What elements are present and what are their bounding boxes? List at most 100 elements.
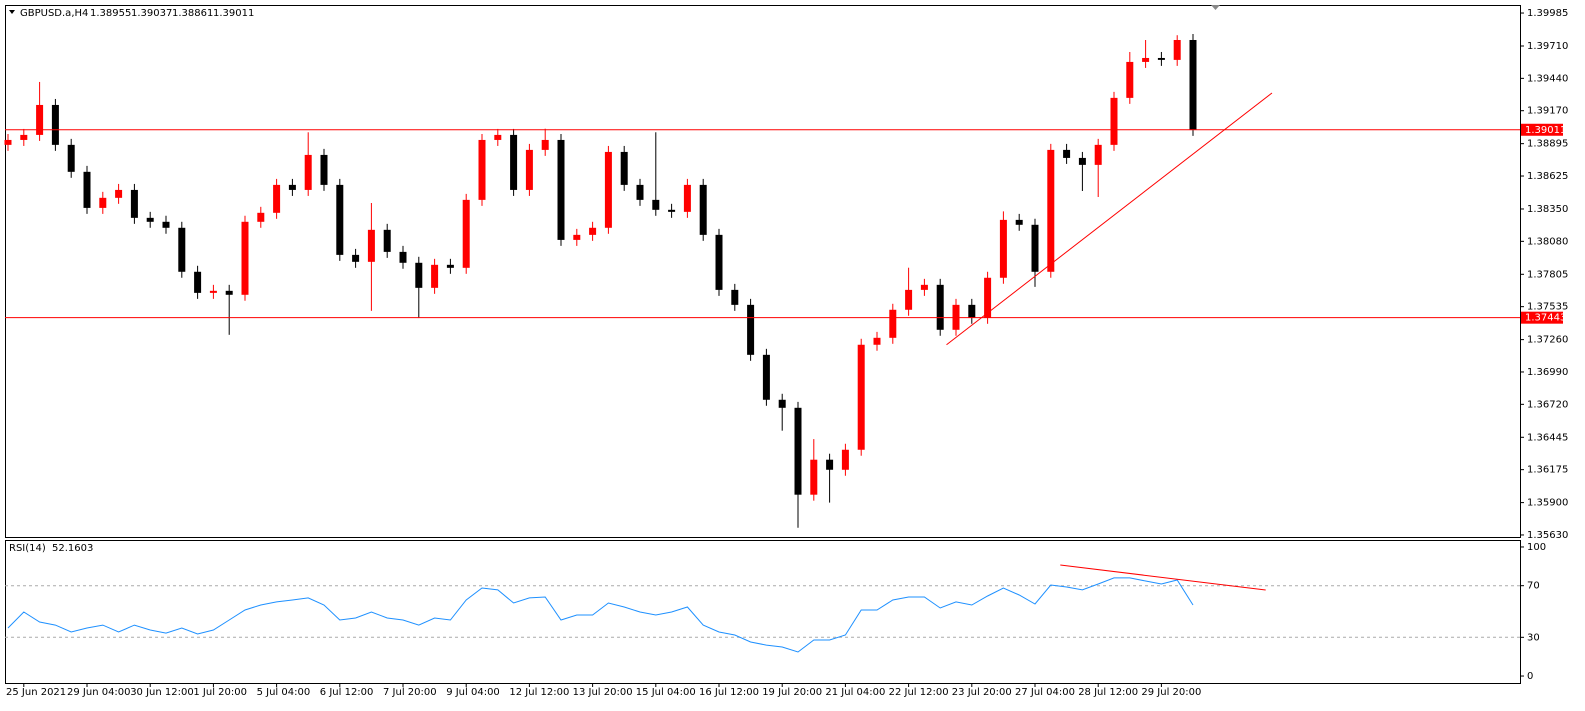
x-tick-label: 28 Jul 12:00 [1078,687,1138,698]
x-tick-label: 27 Jul 04:00 [1015,687,1075,698]
x-tick-label: 30 Jun 12:00 [130,687,194,698]
candle-body [36,104,44,135]
candle-body [747,304,755,355]
candle-body [146,217,154,222]
candle-body [1094,144,1102,165]
candle-body [51,104,59,145]
candle-body [873,337,881,345]
y-tick-label: 1.36175 [1527,465,1568,476]
candle-body [194,271,202,293]
header-low: 1.38861 [172,8,213,19]
x-tick-label: 22 Jul 12:00 [889,687,949,698]
candle-body [889,309,897,338]
candle-body [241,221,249,295]
symbol-title: GBPUSD.a,H4 [20,8,88,19]
y-tick-label: 1.35630 [1527,530,1568,541]
y-tick-label: 1.38625 [1527,171,1568,182]
candle-body [367,229,375,262]
candle-body [446,264,454,268]
y-tick-label: 1.39170 [1527,106,1568,117]
candle-body [620,151,628,185]
level-label: 1.39011 [1525,125,1566,136]
header-close: 1.39011 [213,8,254,19]
y-tick-label: 1.38080 [1527,236,1568,247]
y-tick-label: 1.39710 [1527,41,1568,52]
candle-body [699,184,707,235]
candle-body [778,399,786,408]
x-tick-label: 1 Jul 20:00 [193,687,247,698]
x-tick-label: 29 Jul 20:00 [1141,687,1201,698]
candle-body [652,199,660,210]
candle-body [1015,219,1023,225]
y-tick-label: 1.36720 [1527,399,1568,410]
level-label-box [1521,311,1563,324]
y-tick-label: 30 [1527,632,1540,643]
x-tick-label: 19 Jul 20:00 [762,687,822,698]
candle-body [99,197,107,208]
candle-body [67,144,75,172]
y-tick-label: 1.36445 [1527,432,1568,443]
rsi-title: RSI(14) [9,543,46,554]
rsi-panel [5,540,1521,684]
candle-body [494,134,502,140]
candle-body [320,154,328,185]
candle-body [636,184,644,200]
y-tick-label: 1.37260 [1527,335,1568,346]
x-tick-label: 7 Jul 20:00 [383,687,437,698]
candle-body [1157,57,1165,60]
candle-body [162,221,170,228]
candle-body [225,290,233,295]
candle-body [968,304,976,318]
candle-body [462,199,470,268]
x-tick-label: 25 Jun 2021 [6,687,66,698]
candle-body [857,344,865,450]
x-tick-label: 21 Jul 04:00 [825,687,885,698]
candle-body [1031,224,1039,272]
x-tick-label: 16 Jul 12:00 [699,687,759,698]
rsi-trend-line [1060,564,1266,591]
candle-body [1063,149,1071,158]
level-label-box [1521,123,1563,136]
candle-body [478,139,486,200]
candle-body [905,289,913,310]
candle-body [731,289,739,305]
candle-body [668,209,676,212]
candle-body [1142,57,1150,62]
y-tick-label: 1.36990 [1527,367,1568,378]
candle-body [352,254,360,262]
candle-body [541,139,549,150]
candle-body [604,151,612,228]
candle-body [999,219,1007,278]
y-tick-label: 0 [1527,671,1533,682]
candle-body [557,139,565,240]
x-tick-label: 9 Jul 04:00 [446,687,500,698]
y-tick-label: 100 [1527,542,1546,553]
header-open: 1.38955 [90,8,131,19]
y-tick-label: 1.39985 [1527,8,1568,19]
candle-body [1047,149,1055,272]
candle-body [984,277,992,318]
candle-body [683,184,691,212]
candle-body [936,284,944,330]
x-tick-label: 12 Jul 12:00 [509,687,569,698]
menu-arrow [9,10,15,14]
x-tick-label: 13 Jul 20:00 [573,687,633,698]
candle-body [1189,39,1197,130]
y-tick-label: 1.35900 [1527,498,1568,509]
candle-body [115,189,123,198]
x-tick-label: 5 Jul 04:00 [257,687,311,698]
main-panel [5,5,1521,538]
rsi-line [7,577,1194,653]
candle-body [762,354,770,400]
level-label: 1.37443 [1525,313,1566,324]
candle-body [399,251,407,263]
candle-body [304,154,312,190]
candle-body [336,184,344,255]
candle-body [178,227,186,272]
candle-body [383,229,391,252]
candle-body [20,134,28,140]
candle-body [415,262,423,288]
candle-body [794,407,802,495]
x-tick-label: 6 Jul 12:00 [320,687,374,698]
